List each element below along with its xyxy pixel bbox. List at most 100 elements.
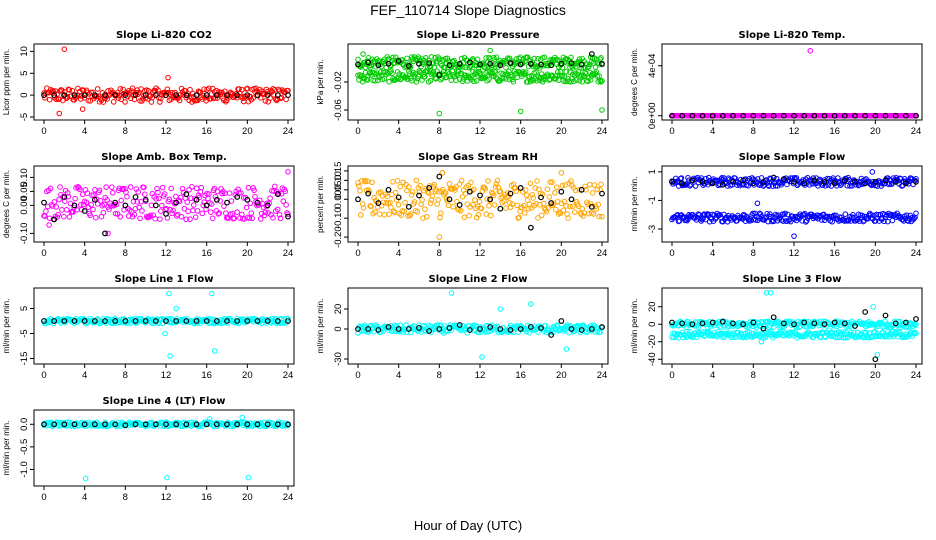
hourly-point: [244, 318, 251, 324]
sample-point: [137, 215, 143, 222]
sample-point: [122, 186, 128, 192]
hourly-point: [801, 319, 808, 326]
sample-point: [533, 64, 539, 71]
sample-point: [285, 211, 291, 217]
hourly-point: [477, 192, 483, 199]
sample-point: [676, 218, 683, 224]
hourly-point: [254, 318, 261, 324]
sample-point: [782, 210, 788, 217]
hourly-point: [852, 323, 858, 329]
sample-point: [246, 215, 253, 222]
hourly-point: [558, 188, 565, 195]
hourly-point: [173, 199, 180, 206]
sample-point: [716, 181, 722, 187]
x-tick-label: 4: [710, 126, 715, 137]
sample-point: [485, 178, 491, 184]
sample-point: [164, 86, 171, 93]
sample-point: [594, 73, 601, 79]
hourly-point: [517, 185, 524, 191]
sample-point: [528, 73, 535, 79]
sample-point: [63, 207, 70, 213]
sample-point: [203, 206, 209, 212]
hourly-point: [719, 112, 726, 119]
sample-point: [599, 213, 605, 220]
sample-point: [358, 178, 365, 184]
sample-point: [705, 174, 712, 181]
sample-point: [488, 212, 494, 219]
sample-point: [163, 205, 170, 212]
y-axis-label: Licor ppm per min.: [2, 49, 11, 115]
x-tick-label: 12: [475, 370, 486, 381]
sample-point: [262, 98, 269, 104]
sample-point: [48, 201, 55, 208]
hourly-point: [41, 199, 47, 206]
sample-point: [388, 204, 394, 211]
hourly-point: [224, 92, 230, 99]
outlier-point: [870, 303, 877, 310]
sample-point: [561, 198, 568, 205]
sample-point: [272, 183, 278, 190]
hourly-point: [466, 188, 473, 195]
hourly-point: [801, 112, 808, 119]
sample-point: [361, 177, 368, 184]
x-tick-label: 0: [41, 370, 46, 381]
hourly-point: [173, 421, 180, 428]
x-tick-label: 16: [201, 248, 212, 259]
hourly-point: [791, 178, 797, 185]
hourly-point: [436, 326, 443, 332]
hourly-point: [780, 320, 787, 327]
hourly-point: [760, 112, 767, 119]
sample-point: [540, 200, 547, 207]
sample-point: [913, 176, 919, 182]
y-tick-label: -0.5: [19, 439, 30, 455]
sample-point: [552, 190, 558, 196]
sample-point: [533, 200, 539, 207]
outlier-point: [436, 234, 443, 240]
hourly-point: [375, 62, 382, 69]
hourly-point: [395, 326, 402, 332]
sample-point: [372, 209, 378, 215]
outlier-point: [791, 233, 797, 239]
sample-point: [414, 209, 421, 215]
sample-point: [702, 211, 708, 218]
x-tick-label: 16: [515, 370, 526, 381]
hourly-point: [568, 60, 575, 66]
hourly-point: [872, 356, 879, 363]
sample-point: [136, 204, 142, 211]
hourly-point: [770, 314, 777, 321]
hourly-point: [730, 112, 736, 119]
sample-point: [831, 322, 837, 329]
x-tick-label: 0: [669, 370, 674, 381]
sample-point: [429, 193, 436, 199]
hourly-point: [152, 92, 159, 99]
y-tick-label: 4e-04: [647, 54, 658, 78]
sample-point: [190, 207, 196, 214]
hourly-point: [487, 196, 494, 203]
hourly-point: [264, 202, 271, 209]
sample-point: [686, 177, 692, 183]
sample-point: [494, 177, 501, 184]
outlier-point: [517, 108, 524, 115]
hourly-point: [61, 194, 68, 200]
x-tick-label: 20: [870, 370, 881, 381]
sample-point: [575, 69, 582, 75]
outlier-point: [487, 47, 493, 54]
sample-point: [257, 216, 264, 222]
sample-point: [211, 185, 218, 192]
x-tick-label: 4: [396, 370, 401, 381]
sample-point: [285, 315, 291, 322]
sample-point: [473, 77, 480, 84]
y-tick-label: -20: [647, 335, 658, 349]
sample-point: [230, 318, 237, 325]
sample-point: [271, 91, 277, 98]
sample-point: [529, 327, 536, 333]
hourly-point: [892, 320, 899, 327]
sample-point: [739, 181, 746, 187]
hourly-point: [102, 230, 108, 237]
sample-point: [192, 214, 199, 220]
hourly-point: [578, 327, 585, 333]
sample-point: [214, 95, 221, 101]
hourly-point: [477, 61, 483, 68]
hourly-point: [244, 421, 251, 428]
sample-point: [157, 216, 163, 222]
